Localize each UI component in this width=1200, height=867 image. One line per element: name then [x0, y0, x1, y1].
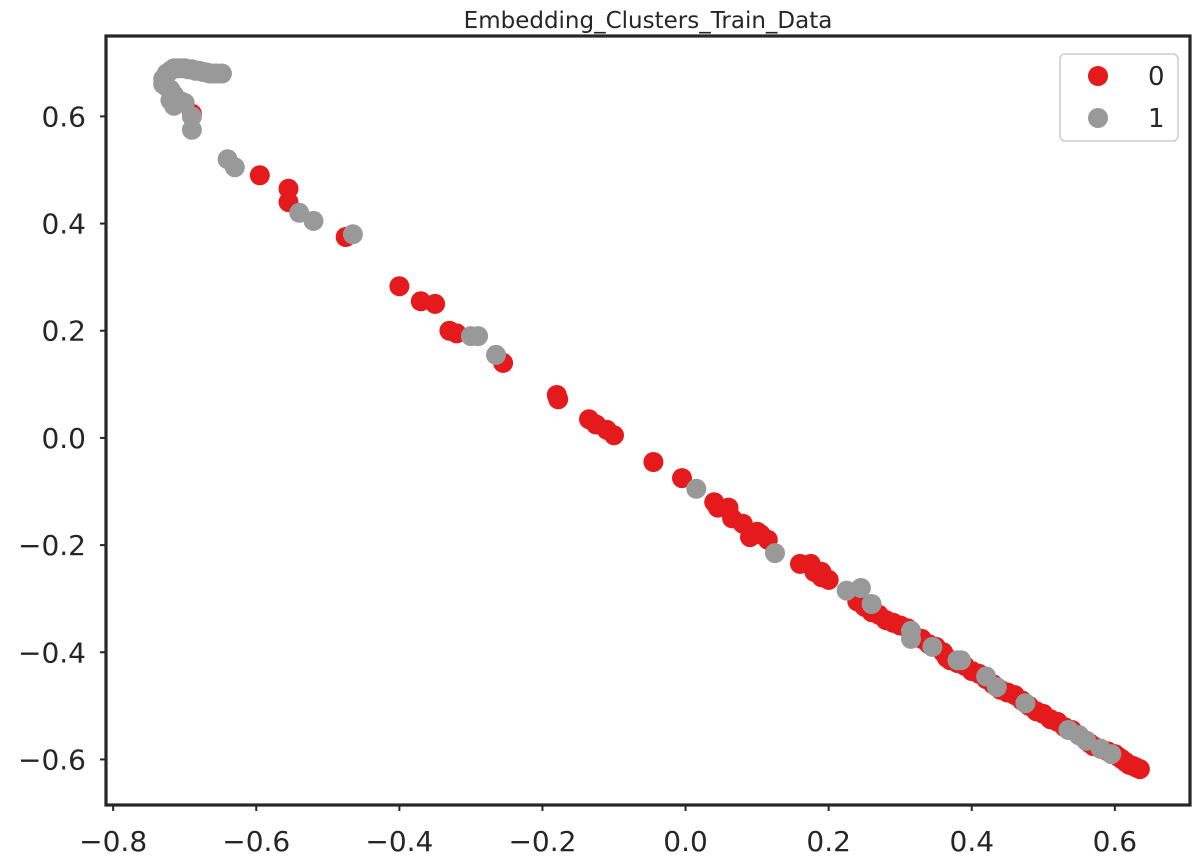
y-tick-label-4: 0.2 — [41, 315, 86, 348]
point-series-0-18 — [672, 468, 692, 489]
point-series-0-1 — [249, 165, 270, 186]
point-series-1-30 — [303, 210, 324, 231]
point-series-0-33 — [818, 569, 839, 590]
point-series-1-34 — [486, 344, 506, 365]
y-tick-label-2: −0.2 — [18, 529, 86, 562]
point-series-1-38 — [850, 578, 871, 598]
point-series-1-31 — [342, 224, 363, 245]
point-series-1-26 — [181, 119, 202, 140]
legend-marker-1 — [1088, 108, 1108, 128]
x-tick-label-1: −0.6 — [222, 825, 290, 858]
x-tick-label-5: 0.2 — [806, 825, 851, 858]
point-series-1-36 — [765, 543, 785, 564]
point-series-1-44 — [951, 650, 971, 671]
point-series-1-35 — [686, 478, 707, 499]
x-tick-label-3: −0.2 — [508, 825, 576, 858]
y-tick-label-3: 0.0 — [41, 422, 86, 455]
x-tick-label-7: 0.6 — [1093, 825, 1138, 858]
point-series-0-79 — [1129, 759, 1150, 780]
point-series-1-52 — [1101, 744, 1122, 765]
point-series-0-5 — [389, 276, 410, 297]
point-series-1-16 — [211, 63, 232, 84]
chart-title: Embedding_Clusters_Train_Data — [464, 8, 833, 34]
ticks-layer: −0.8 −0.6 −0.4 −0.2 0.0 0.2 0.4 0.6 −0.6 −0.4 −0.2… — [18, 100, 1137, 858]
y-tick-label-5: 0.4 — [41, 208, 86, 241]
point-series-1-46 — [986, 677, 1007, 698]
point-series-0-12 — [548, 389, 569, 410]
x-tick-label-2: −0.4 — [365, 825, 433, 858]
x-tick-label-4: 0.0 — [663, 825, 708, 858]
y-tick-label-6: 0.6 — [41, 100, 86, 133]
x-tick-label-6: 0.4 — [950, 825, 995, 858]
point-series-0-16 — [604, 425, 624, 446]
legend-label-1: 1 — [1148, 104, 1165, 134]
legend-label-0: 0 — [1148, 62, 1165, 92]
point-series-1-42 — [922, 636, 943, 657]
point-series-1-39 — [861, 594, 882, 614]
point-series-1-41 — [901, 628, 921, 649]
point-series-1-33 — [468, 326, 489, 347]
y-tick-label-1: −0.4 — [18, 636, 86, 669]
legend-marker-0 — [1088, 66, 1108, 86]
y-tick-label-0: −0.6 — [18, 743, 86, 776]
point-series-1-28 — [224, 157, 245, 178]
x-tick-label-0: −0.8 — [79, 825, 147, 858]
point-series-1-47 — [1015, 693, 1036, 714]
point-series-0-17 — [643, 452, 664, 472]
point-series-0-7 — [425, 293, 446, 314]
plot-frame — [104, 34, 1192, 807]
legend: 0 1 — [1059, 53, 1179, 142]
points-layer — [153, 58, 1150, 780]
